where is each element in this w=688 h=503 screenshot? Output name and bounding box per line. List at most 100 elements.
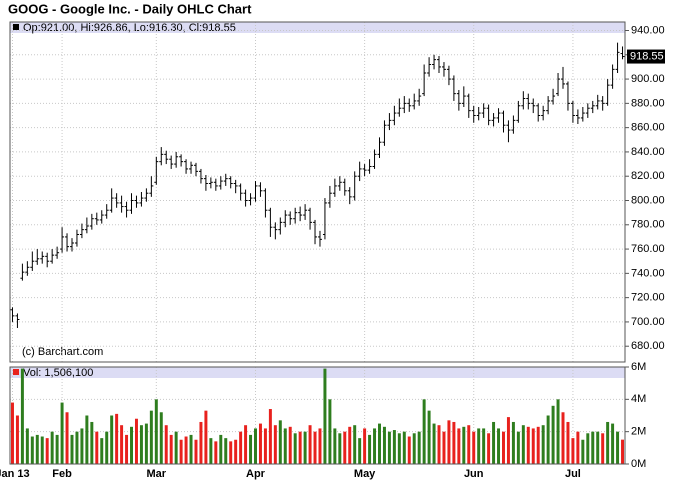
volume-bar <box>492 421 496 464</box>
volume-bar <box>521 425 525 464</box>
volume-bar <box>353 425 357 464</box>
volume-bar <box>263 428 267 464</box>
volume-bar <box>397 433 401 464</box>
volume-bar <box>576 431 580 464</box>
volume-bar <box>110 415 114 464</box>
volume-bar <box>65 412 69 464</box>
volume-bar <box>472 431 476 464</box>
volume-bar <box>313 431 317 464</box>
y-tick-label: 760.00 <box>631 243 665 255</box>
volume-bar <box>55 434 59 464</box>
volume-bar <box>358 438 362 464</box>
volume-bar <box>462 426 466 464</box>
y-tick-label: 880.00 <box>631 97 665 109</box>
volume-bar <box>184 436 188 464</box>
volume-bar <box>239 431 243 464</box>
volume-bar <box>224 438 228 464</box>
volume-bar <box>606 421 610 464</box>
volume-bar <box>382 426 386 464</box>
volume-bar <box>536 426 540 464</box>
price-header <box>10 22 625 33</box>
volume-bar <box>115 413 119 464</box>
volume-bar <box>387 431 391 464</box>
volume-bar <box>363 428 367 464</box>
volume-bar <box>293 433 297 464</box>
volume-bar <box>611 423 615 464</box>
volume-bar <box>134 418 138 464</box>
volume-bar <box>130 426 133 464</box>
volume-bar <box>506 417 510 464</box>
y-tick-label: 2M <box>631 426 646 438</box>
volume-bar <box>95 431 99 464</box>
volume-bar <box>149 410 153 464</box>
volume-bar <box>35 434 39 464</box>
volume-bar <box>249 434 253 464</box>
y-tick-label: 0M <box>631 458 646 470</box>
volume-bar <box>487 433 491 464</box>
volume-bar <box>45 438 49 464</box>
y-tick-label: 840.00 <box>631 146 665 158</box>
volume-bar <box>442 431 446 464</box>
volume-bar <box>125 434 129 464</box>
volume-bar <box>596 431 600 464</box>
volume-bar <box>214 441 218 464</box>
x-tick-label: Mar <box>147 468 167 480</box>
volume-bar <box>164 425 168 464</box>
volume-bar <box>531 428 535 464</box>
volume-bar <box>417 431 421 464</box>
volume-bar <box>427 410 431 464</box>
chart-title: GOOG - Google Inc. - Daily OHLC Chart <box>8 1 252 16</box>
volume-bar <box>258 423 262 464</box>
y-tick-label: 860.00 <box>631 122 665 134</box>
volume-bar <box>546 415 550 464</box>
volume-bar <box>467 425 471 464</box>
y-tick-label: 780.00 <box>631 219 665 231</box>
volume-bar <box>402 431 406 464</box>
volume-bar <box>497 428 501 464</box>
y-tick-label: 800.00 <box>631 194 665 206</box>
volume-bar <box>308 425 312 464</box>
volume-bar <box>254 428 257 464</box>
volume-bar <box>551 405 555 464</box>
volume-bar <box>303 431 307 464</box>
volume-bar <box>199 421 203 464</box>
volume-bar <box>90 421 94 464</box>
volume-bar <box>219 434 223 464</box>
volume-bar <box>516 431 520 464</box>
volume-bar <box>204 410 208 464</box>
volume-bar <box>100 438 104 464</box>
volume-bar <box>209 438 213 464</box>
volume-bar <box>422 399 426 464</box>
volume-bar <box>392 430 396 464</box>
volume-bar <box>144 423 148 464</box>
volume-bar <box>179 439 183 464</box>
volume-bar <box>105 431 109 464</box>
volume-bar <box>412 433 416 464</box>
volume-bar <box>407 436 411 464</box>
volume-bar <box>621 439 625 464</box>
volume-bar <box>447 420 451 464</box>
volume-bar <box>15 415 19 464</box>
volume-bar <box>373 428 377 464</box>
volume-bar <box>40 436 44 464</box>
volume-bar <box>586 433 590 464</box>
x-tick-label: Jun <box>464 468 484 480</box>
volume-bar <box>174 431 178 464</box>
volume-bar <box>30 436 34 464</box>
volume-bar <box>25 428 29 464</box>
volume-bar <box>10 402 14 464</box>
volume-bar <box>298 431 302 464</box>
y-tick-label: 900.00 <box>631 73 665 85</box>
volume-bar <box>432 423 436 464</box>
volume-bar <box>541 425 545 464</box>
volume-bar <box>477 428 481 464</box>
y-tick-label: 700.00 <box>631 316 665 328</box>
volume-bar <box>616 431 620 464</box>
legend-swatch <box>13 369 19 375</box>
last-price-box <box>627 49 665 64</box>
last-price-label: 918.55 <box>630 50 664 62</box>
volume-bar <box>20 368 24 464</box>
x-tick-label: May <box>354 468 376 480</box>
